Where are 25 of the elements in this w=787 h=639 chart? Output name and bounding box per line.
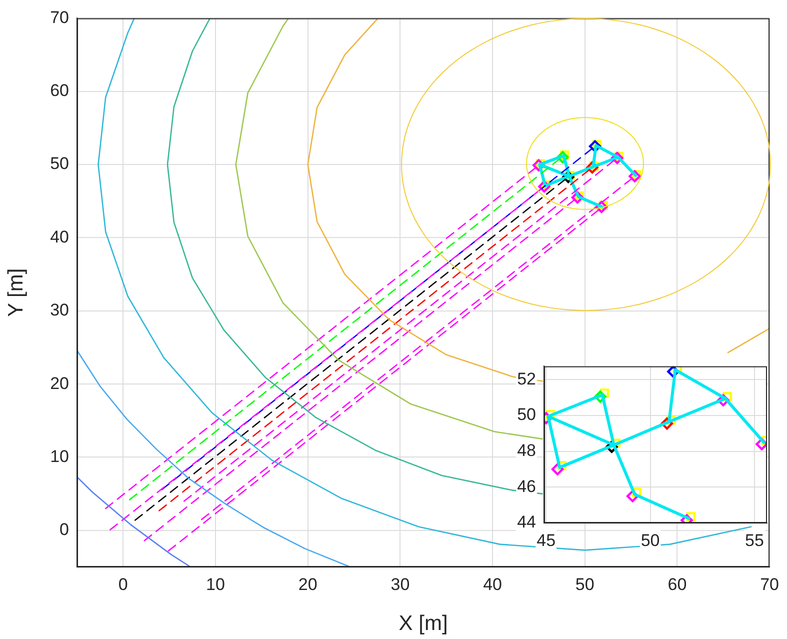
y-tick-label: 46 [517,476,536,496]
y-tick-label: 20 [50,374,69,393]
y-tick-label: 70 [50,8,69,27]
x-tick-label: 60 [668,574,687,594]
y-tick-label: 30 [50,300,69,320]
y-tick-label: 10 [50,446,69,466]
y-tick-label: 40 [50,227,69,246]
y-axis-title: Y [m] [4,268,28,317]
y-tick-label: 50 [50,154,69,174]
y-tick-label: 50 [517,405,536,424]
x-tick-label: 70 [760,574,780,594]
x-tick-label: 55 [745,530,764,550]
x-axis-title: X [m] [398,612,448,636]
y-tick-label: 52 [517,369,536,388]
x-tick-label: 50 [575,574,594,594]
x-tick-label: 45 [536,530,556,550]
y-tick-label: 60 [50,81,69,100]
y-tick-label: 48 [517,441,536,460]
x-tick-label: 50 [640,530,660,550]
x-tick-label: 0 [118,574,128,594]
x-tick-label: 30 [390,574,410,594]
y-tick-label: 44 [517,512,536,532]
x-tick-label: 20 [298,574,318,594]
x-tick-label: 40 [483,574,502,594]
x-tick-label: 10 [206,574,225,594]
